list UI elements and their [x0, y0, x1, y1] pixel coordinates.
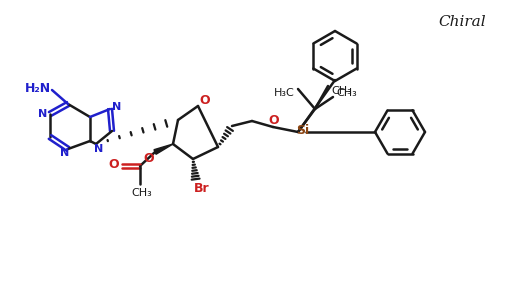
Text: O: O	[269, 113, 280, 126]
Text: CH₃: CH₃	[132, 188, 153, 198]
Text: O: O	[200, 95, 210, 108]
Text: N: N	[60, 148, 70, 158]
Polygon shape	[154, 144, 173, 154]
Text: H₃C: H₃C	[273, 88, 294, 98]
Text: N: N	[38, 109, 48, 119]
Text: Chiral: Chiral	[438, 15, 486, 29]
Text: N: N	[94, 144, 103, 154]
Text: N: N	[112, 102, 122, 112]
Text: H₂N: H₂N	[25, 81, 51, 95]
Text: O: O	[144, 151, 154, 164]
Text: O: O	[109, 158, 119, 171]
Text: Si: Si	[296, 123, 310, 136]
Text: CH₃: CH₃	[332, 86, 352, 96]
Text: CH₃: CH₃	[336, 88, 357, 98]
Text: Br: Br	[194, 182, 210, 195]
